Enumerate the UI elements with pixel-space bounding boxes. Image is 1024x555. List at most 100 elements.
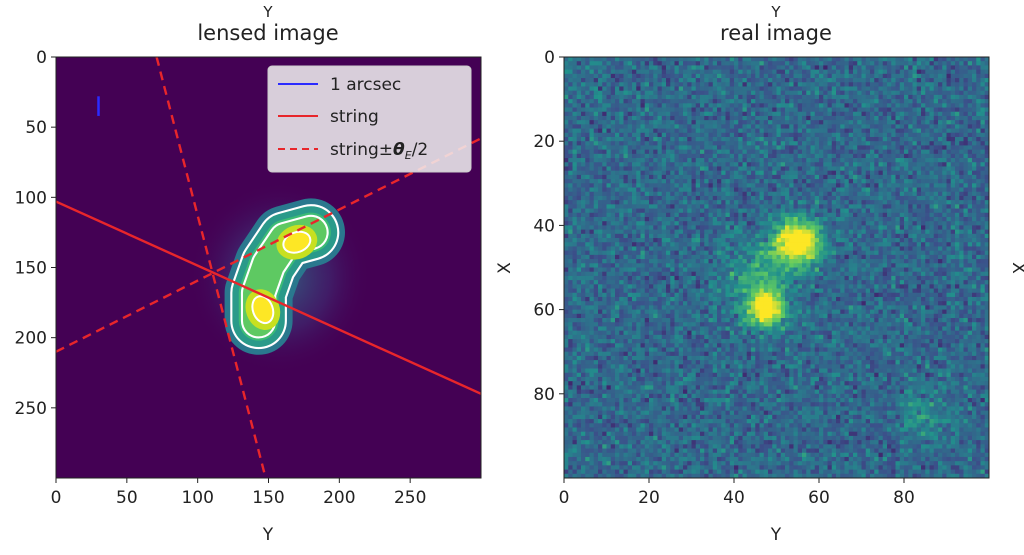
pixel bbox=[904, 99, 909, 104]
pixel bbox=[793, 225, 799, 231]
pixel bbox=[976, 238, 981, 243]
pixel bbox=[691, 120, 697, 125]
pixel bbox=[674, 90, 680, 96]
pixel bbox=[691, 94, 697, 100]
pixel bbox=[819, 174, 824, 180]
pixel bbox=[836, 90, 841, 96]
pixel bbox=[823, 212, 828, 218]
pixel bbox=[810, 90, 816, 96]
pixel bbox=[946, 132, 952, 138]
pixel bbox=[661, 229, 667, 235]
pixel bbox=[742, 94, 748, 100]
pixel bbox=[640, 174, 646, 180]
pixel bbox=[785, 212, 790, 218]
pixel bbox=[708, 254, 714, 260]
pixel bbox=[695, 259, 701, 264]
pixel bbox=[776, 124, 782, 129]
pixel bbox=[636, 132, 641, 138]
pixel bbox=[568, 170, 573, 176]
pixel bbox=[912, 61, 918, 66]
pixel bbox=[704, 73, 709, 79]
pixel bbox=[734, 103, 739, 108]
pixel bbox=[827, 183, 833, 188]
pixel bbox=[700, 69, 705, 75]
pixel bbox=[576, 69, 582, 75]
pixel bbox=[831, 242, 837, 247]
pixel bbox=[933, 246, 939, 252]
pixel bbox=[751, 216, 756, 222]
pixel bbox=[967, 99, 973, 104]
pixel bbox=[610, 242, 616, 247]
pixel bbox=[742, 183, 748, 188]
pixel bbox=[887, 242, 892, 247]
pixel bbox=[946, 162, 952, 167]
pixel bbox=[721, 259, 726, 264]
pixel bbox=[683, 229, 688, 235]
pixel bbox=[691, 242, 697, 247]
pixel bbox=[734, 90, 739, 96]
pixel bbox=[797, 259, 803, 264]
pixel bbox=[980, 82, 986, 87]
pixel bbox=[772, 250, 777, 256]
pixel bbox=[632, 111, 637, 117]
pixel bbox=[678, 124, 684, 129]
pixel bbox=[802, 212, 807, 218]
pixel bbox=[806, 99, 811, 104]
pixel bbox=[606, 149, 612, 155]
pixel bbox=[568, 115, 573, 121]
pixel bbox=[568, 132, 573, 138]
pixel bbox=[568, 158, 573, 163]
pixel bbox=[904, 254, 909, 260]
pixel bbox=[912, 120, 918, 125]
pixel bbox=[700, 132, 705, 138]
pixel bbox=[623, 221, 629, 226]
pixel bbox=[853, 61, 858, 66]
pixel bbox=[776, 195, 782, 201]
pixel bbox=[564, 136, 569, 142]
pixel bbox=[912, 65, 918, 71]
pixel bbox=[640, 187, 646, 193]
pixel bbox=[746, 170, 752, 176]
pixel bbox=[955, 166, 960, 172]
pixel bbox=[564, 94, 569, 100]
pixel bbox=[976, 216, 981, 222]
pixel bbox=[619, 99, 624, 104]
pixel bbox=[874, 195, 879, 201]
pixel bbox=[700, 57, 705, 62]
pixel bbox=[661, 233, 667, 239]
pixel bbox=[649, 149, 654, 155]
pixel bbox=[704, 82, 709, 87]
pixel bbox=[967, 250, 973, 256]
pixel bbox=[738, 183, 743, 188]
pixel bbox=[674, 191, 680, 197]
pixel bbox=[976, 141, 981, 146]
pixel bbox=[933, 158, 939, 163]
pixel bbox=[891, 149, 896, 155]
pixel bbox=[963, 132, 969, 138]
pixel bbox=[687, 179, 692, 184]
pixel bbox=[963, 115, 969, 121]
pixel bbox=[589, 208, 595, 214]
pixel bbox=[661, 132, 667, 138]
pixel bbox=[785, 204, 790, 209]
pixel bbox=[581, 115, 586, 121]
pixel bbox=[865, 90, 871, 96]
pixel bbox=[857, 86, 862, 92]
pixel bbox=[976, 254, 981, 260]
pixel bbox=[806, 225, 811, 231]
pixel bbox=[840, 204, 845, 209]
pixel bbox=[632, 162, 637, 167]
pixel bbox=[891, 221, 896, 226]
pixel bbox=[865, 115, 871, 121]
pixel bbox=[717, 107, 722, 113]
pixel bbox=[636, 145, 641, 151]
pixel bbox=[610, 254, 616, 260]
pixel bbox=[657, 149, 663, 155]
pixel bbox=[670, 174, 675, 180]
pixel bbox=[572, 90, 578, 96]
pixel bbox=[878, 229, 884, 235]
pixel bbox=[789, 254, 794, 260]
pixel bbox=[878, 99, 884, 104]
pixel bbox=[623, 216, 629, 222]
pixel bbox=[763, 136, 769, 142]
